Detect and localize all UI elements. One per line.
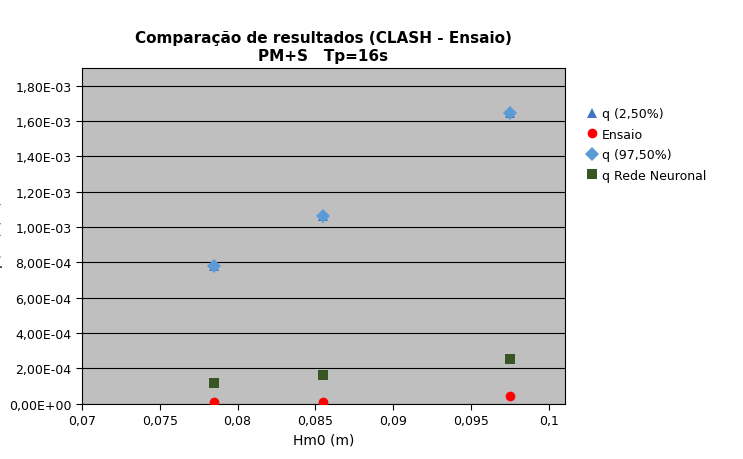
- q (2,50%): [210, 263, 218, 269]
- Ensaio: [506, 393, 515, 399]
- Line: q (2,50%): q (2,50%): [210, 109, 515, 271]
- q (97,50%): [319, 213, 328, 219]
- q Rede Neuronal: [319, 372, 328, 378]
- Line: q Rede Neuronal: q Rede Neuronal: [210, 354, 515, 388]
- q (97,50%): [506, 111, 515, 117]
- q Rede Neuronal: [210, 381, 218, 386]
- Ensaio: [210, 400, 218, 405]
- q (97,50%): [210, 263, 218, 269]
- q Rede Neuronal: [506, 356, 515, 362]
- Ensaio: [319, 399, 328, 404]
- q (2,50%): [319, 213, 328, 219]
- q (2,50%): [506, 111, 515, 117]
- Y-axis label: q (m³/s/m): q (m³/s/m): [0, 200, 3, 273]
- Line: Ensaio: Ensaio: [210, 391, 515, 407]
- X-axis label: Hm0 (m): Hm0 (m): [293, 433, 354, 447]
- Title: Comparação de resultados (CLASH - Ensaio)
PM+S   Tp=16s: Comparação de resultados (CLASH - Ensaio…: [134, 31, 512, 63]
- Legend: q (2,50%), Ensaio, q (97,50%), q Rede Neuronal: q (2,50%), Ensaio, q (97,50%), q Rede Ne…: [580, 102, 713, 189]
- Line: q (97,50%): q (97,50%): [210, 109, 515, 271]
